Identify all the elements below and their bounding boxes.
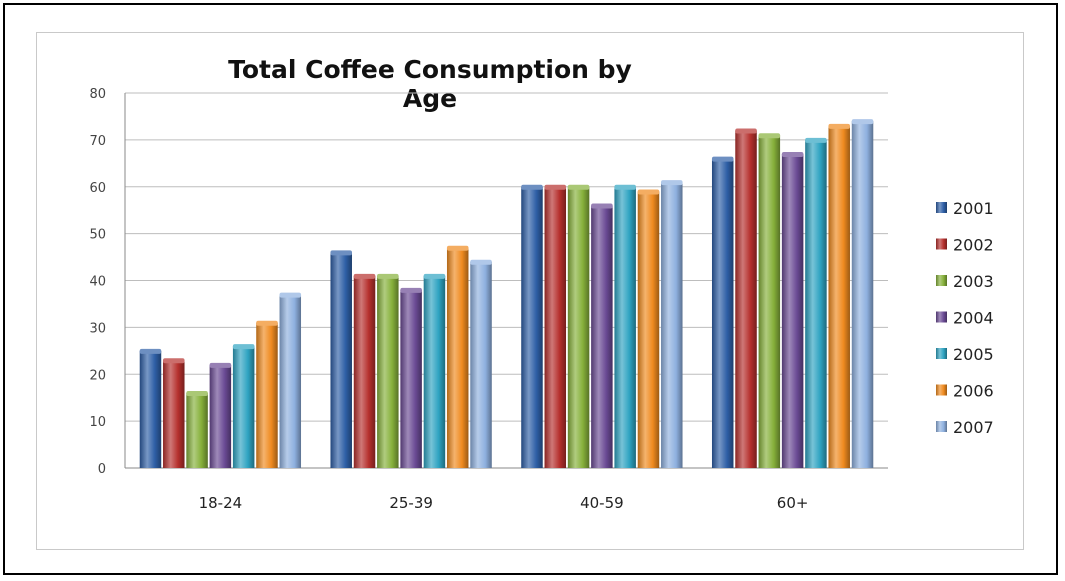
legend-swatch-2005 xyxy=(936,348,947,359)
legend-swatch-2004 xyxy=(936,311,947,323)
bar-25-39-2003 xyxy=(377,275,399,468)
legend: 2001 2002 2003 2004 2005 2006 2007 xyxy=(936,199,994,437)
bar-25-39-2001 xyxy=(330,252,352,468)
y-tick-label: 0 xyxy=(98,462,106,477)
legend-label-2004: 2004 xyxy=(953,309,994,328)
y-tick-label: 70 xyxy=(89,134,106,149)
bar-top-cap xyxy=(758,133,781,139)
bar-top-cap xyxy=(163,358,185,364)
x-tick-label: 40-59 xyxy=(580,494,624,512)
bar-25-39-2007 xyxy=(470,261,492,468)
bar-25-39-2006 xyxy=(446,247,469,468)
legend-label-2003: 2003 xyxy=(953,272,994,291)
bar-top-cap xyxy=(828,123,850,129)
bar-top-cap xyxy=(521,184,543,190)
bar-top-cap xyxy=(209,362,232,368)
bar-top-cap xyxy=(232,344,255,350)
bar-top-cap xyxy=(735,128,757,134)
legend-label-2001: 2001 xyxy=(953,199,994,218)
bar-40-59-2004 xyxy=(591,205,613,468)
bar-top-cap xyxy=(544,184,567,190)
bar-60+-2005 xyxy=(805,139,827,468)
bar-18-24-2002 xyxy=(163,360,185,468)
bar-top-cap xyxy=(470,259,492,265)
bar-top-cap xyxy=(400,287,422,293)
bar-top-cap xyxy=(591,203,613,209)
y-tick-label: 80 xyxy=(89,87,106,102)
legend-swatch-2007 xyxy=(936,421,947,432)
bar-60+-2003 xyxy=(758,135,781,468)
y-tick-label: 20 xyxy=(89,368,106,383)
bars xyxy=(139,119,874,468)
bar-top-cap xyxy=(353,273,376,279)
bar-18-24-2005 xyxy=(232,346,255,468)
bar-40-59-2001 xyxy=(521,186,543,468)
bar-18-24-2007 xyxy=(279,294,302,468)
bar-60+-2002 xyxy=(735,130,757,468)
y-tick-label: 30 xyxy=(89,321,106,336)
x-tick-label: 60+ xyxy=(777,494,809,512)
bar-top-cap xyxy=(661,180,683,186)
bar-40-59-2007 xyxy=(661,182,683,468)
y-tick-label: 10 xyxy=(89,415,106,430)
bar-18-24-2006 xyxy=(256,322,278,468)
bar-18-24-2001 xyxy=(139,350,162,468)
bar-top-cap xyxy=(614,184,636,190)
y-tick-label: 50 xyxy=(89,228,106,243)
y-axis: 0 10 20 30 40 50 60 70 80 xyxy=(89,87,126,477)
bar-18-24-2004 xyxy=(209,364,232,468)
bar-60+-2004 xyxy=(781,153,804,468)
bar-top-cap xyxy=(567,184,590,190)
bar-60+-2007 xyxy=(851,121,874,468)
y-tick-label: 40 xyxy=(89,275,106,290)
bar-60+-2001 xyxy=(711,158,734,468)
x-tick-label: 25-39 xyxy=(389,494,433,512)
legend-swatch-2003 xyxy=(936,275,947,286)
bar-top-cap xyxy=(256,320,278,326)
bar-25-39-2002 xyxy=(353,275,376,468)
bar-60+-2006 xyxy=(828,125,850,468)
y-tick-label: 60 xyxy=(89,181,106,196)
x-tick-label: 18-24 xyxy=(199,494,243,512)
bar-top-cap xyxy=(330,250,352,256)
chart-title: Total Coffee Consumption by Age xyxy=(228,55,632,113)
legend-label-2002: 2002 xyxy=(953,236,994,255)
legend-swatch-2001 xyxy=(936,202,947,213)
bar-top-cap xyxy=(139,348,162,354)
bar-25-39-2004 xyxy=(400,289,422,468)
bar-40-59-2005 xyxy=(614,186,636,468)
bar-top-cap xyxy=(805,137,827,143)
bar-top-cap xyxy=(279,292,302,298)
bar-40-59-2006 xyxy=(637,191,660,468)
legend-label-2006: 2006 xyxy=(953,382,994,401)
legend-label-2005: 2005 xyxy=(953,345,994,364)
bar-top-cap xyxy=(186,391,208,396)
legend-swatch-2006 xyxy=(936,384,947,396)
bar-top-cap xyxy=(711,156,734,162)
legend-swatch-2002 xyxy=(936,238,947,250)
x-axis: 18-24 25-39 40-59 60+ xyxy=(199,494,809,512)
legend-label-2007: 2007 xyxy=(953,418,994,437)
bar-top-cap xyxy=(377,273,399,279)
bar-25-39-2005 xyxy=(423,275,446,468)
bar-top-cap xyxy=(781,151,804,157)
bar-40-59-2002 xyxy=(544,186,567,468)
bar-top-cap xyxy=(423,273,446,279)
bar-top-cap xyxy=(851,119,874,125)
bar-top-cap xyxy=(637,189,660,195)
bar-top-cap xyxy=(446,245,469,251)
bar-18-24-2003 xyxy=(186,393,208,468)
bar-40-59-2003 xyxy=(567,186,590,468)
